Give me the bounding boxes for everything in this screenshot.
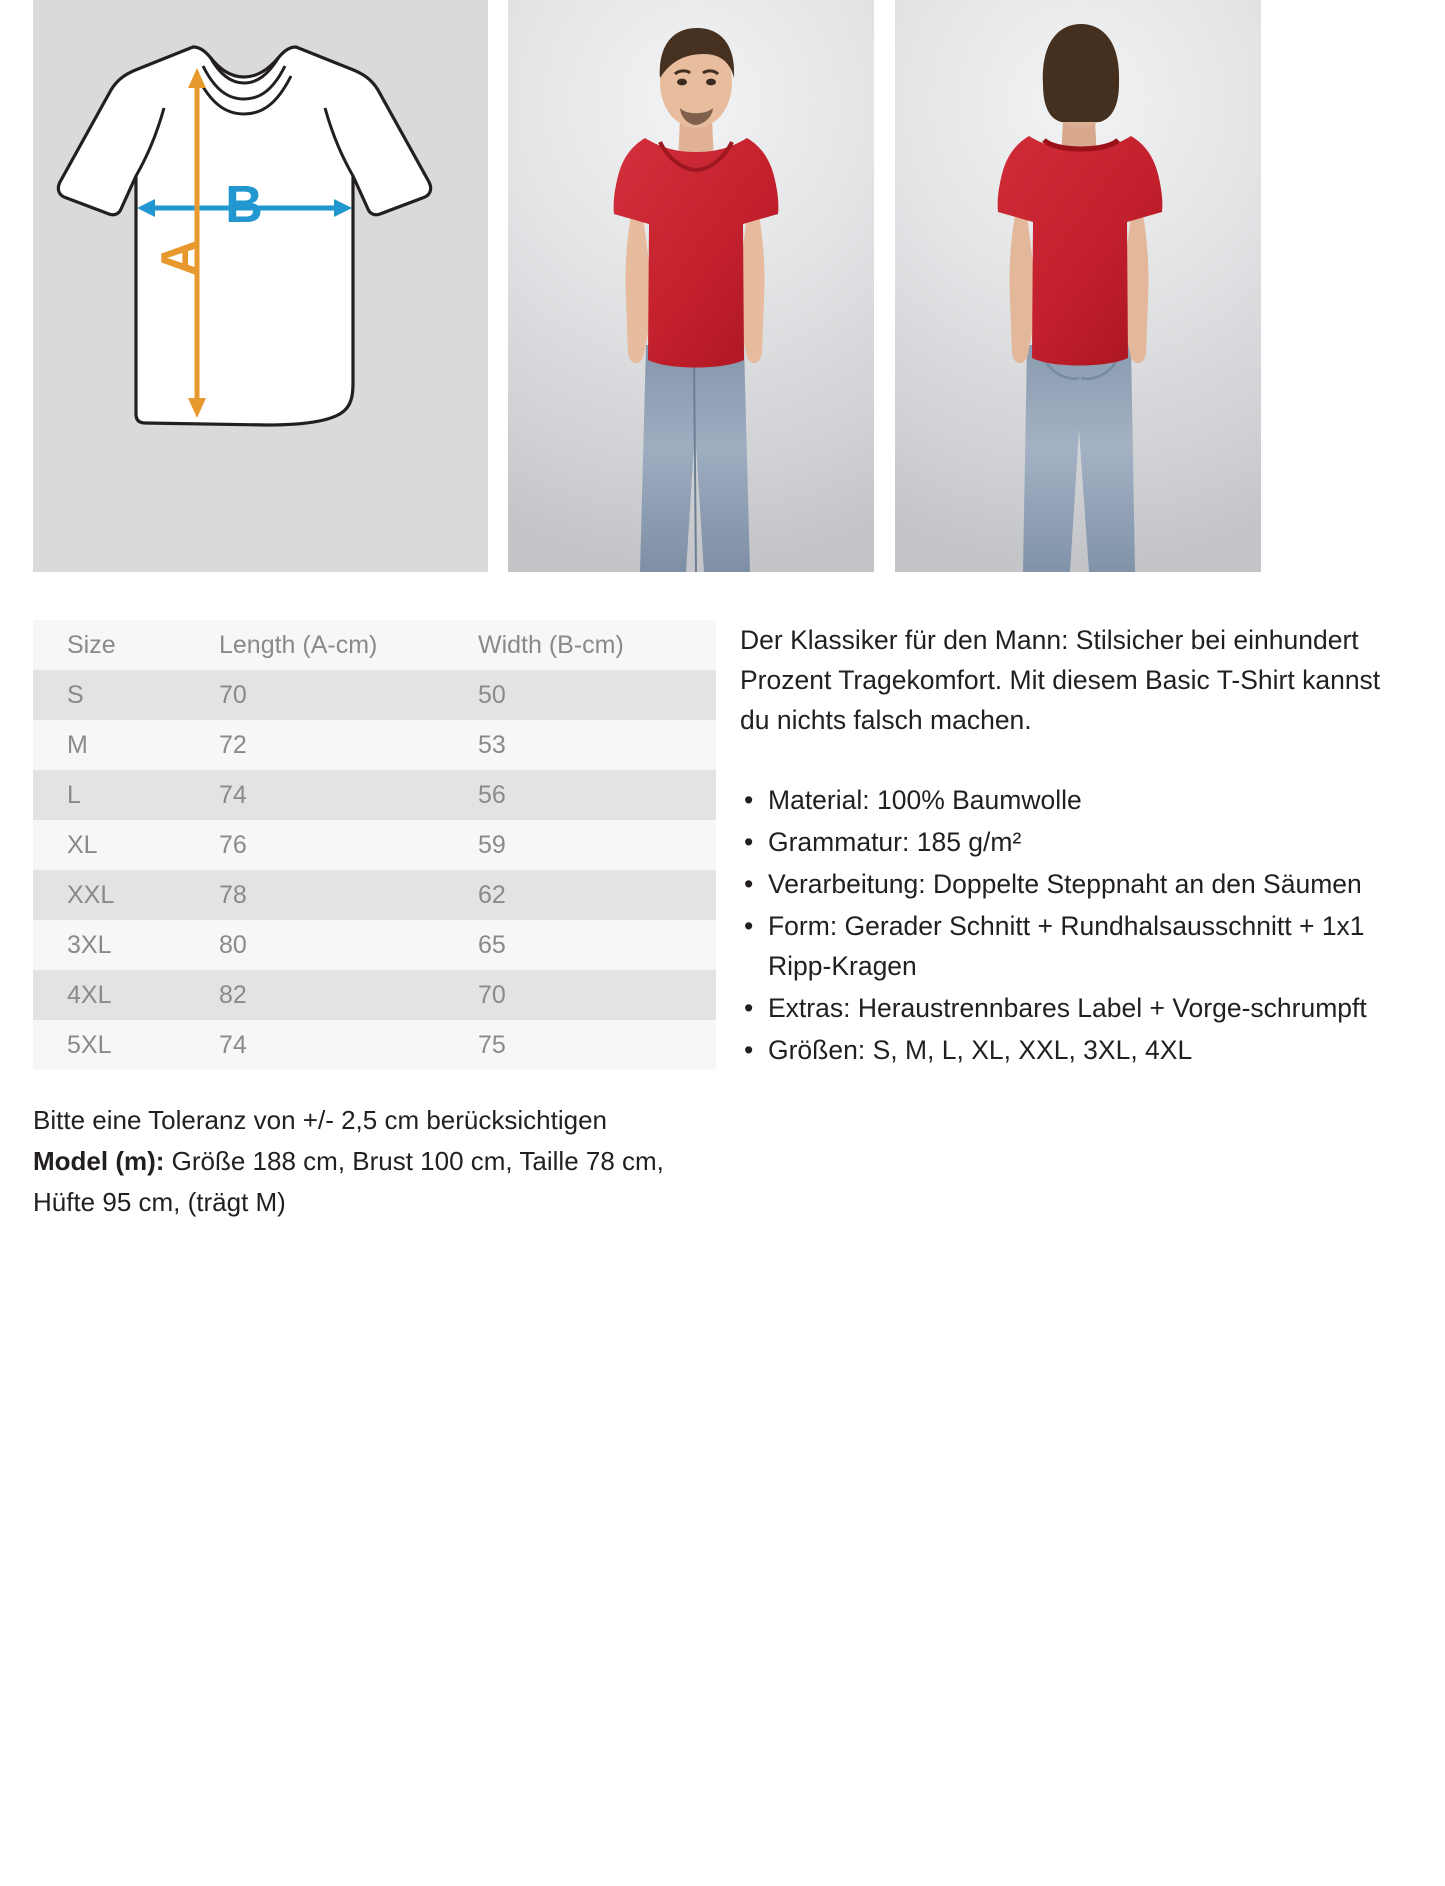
list-item: • Form: Gerader Schnitt + Rundhalsausschn… xyxy=(740,906,1400,986)
cell-width: 53 xyxy=(478,731,506,759)
table-row: XXL 78 62 xyxy=(33,870,716,920)
model-front-photo[interactable] xyxy=(508,0,874,572)
bullet-icon: • xyxy=(744,911,754,941)
model-measurements: Größe 188 cm, Brust 100 cm, Taille 78 cm… xyxy=(33,1146,664,1217)
table-row: M 72 53 xyxy=(33,720,716,770)
cell-size: M xyxy=(67,731,88,759)
list-item: • Größen: S, M, L, XL, XXL, 3XL, 4XL xyxy=(740,1030,1400,1070)
cell-size: S xyxy=(67,681,84,709)
measurement-note: Bitte eine Toleranz von +/- 2,5 cm berüc… xyxy=(33,1100,733,1223)
table-row: 4XL 82 70 xyxy=(33,970,716,1020)
cell-length: 74 xyxy=(219,781,247,809)
tshirt-outline-icon: B A xyxy=(33,0,488,572)
cell-length: 82 xyxy=(219,981,247,1009)
width-label-b: B xyxy=(225,176,263,234)
table-row: S 70 50 xyxy=(33,670,716,720)
model-front-illustration xyxy=(613,28,779,572)
table-row: 3XL 80 65 xyxy=(33,920,716,970)
cell-width: 56 xyxy=(478,781,506,809)
product-description: Der Klassiker für den Mann: Stilsicher b… xyxy=(740,620,1400,1072)
cell-length: 72 xyxy=(219,731,247,759)
header-size: Size xyxy=(67,631,116,659)
list-item-label: Form: Gerader Schnitt + Rundhalsausschni… xyxy=(768,911,1365,981)
cell-width: 70 xyxy=(478,981,506,1009)
cell-length: 74 xyxy=(219,1031,247,1059)
description-intro: Der Klassiker für den Mann: Stilsicher b… xyxy=(740,625,1381,735)
cell-size: 4XL xyxy=(67,981,112,1009)
bullet-icon: • xyxy=(744,1035,754,1065)
list-item: • Verarbeitung: Doppelte Steppnaht an den… xyxy=(740,864,1400,904)
table-header-row: Size Length (A-cm) Width (B-cm) xyxy=(33,620,716,670)
cell-length: 70 xyxy=(219,681,247,709)
size-chart-table: Size Length (A-cm) Width (B-cm) S 70 50 … xyxy=(33,620,716,1070)
cell-width: 50 xyxy=(478,681,506,709)
cell-size: XXL xyxy=(67,881,115,909)
cell-width: 65 xyxy=(478,931,506,959)
list-item-label: Material: 100% Baumwolle xyxy=(768,785,1082,815)
cell-length: 80 xyxy=(219,931,247,959)
cell-size: 5XL xyxy=(67,1031,112,1059)
cell-width: 59 xyxy=(478,831,506,859)
model-label: Model (m): xyxy=(33,1146,165,1176)
model-back-illustration xyxy=(997,24,1163,572)
table-row: 5XL 74 75 xyxy=(33,1020,716,1070)
measurement-diagram-panel[interactable]: B A xyxy=(33,0,488,572)
length-label-a: A xyxy=(151,239,209,277)
list-item-label: Extras: Heraustrennbares Label + Vorge-s… xyxy=(768,993,1367,1023)
cell-width: 75 xyxy=(478,1031,506,1059)
header-length: Length (A-cm) xyxy=(219,631,378,659)
bullet-icon: • xyxy=(744,869,754,899)
model-note: Model (m): Größe 188 cm, Brust 100 cm, T… xyxy=(33,1141,733,1223)
list-item-label: Verarbeitung: Doppelte Steppnaht an den … xyxy=(768,869,1362,899)
bullet-icon: • xyxy=(744,827,754,857)
list-item-label: Grammatur: 185 g/m² xyxy=(768,827,1022,857)
cell-size: 3XL xyxy=(67,931,112,959)
list-item: • Extras: Heraustrennbares Label + Vorge-… xyxy=(740,988,1400,1028)
width-arrow-b xyxy=(137,199,352,217)
cell-size: XL xyxy=(67,831,98,859)
cell-width: 62 xyxy=(478,881,506,909)
header-width: Width (B-cm) xyxy=(478,631,624,659)
size-chart-header: Size Length (A-cm) Width (B-cm) xyxy=(33,620,716,670)
product-image-gallery: B A xyxy=(0,0,1445,575)
length-arrow-a xyxy=(188,68,206,418)
table-row: XL 76 59 xyxy=(33,820,716,870)
tolerance-note: Bitte eine Toleranz von +/- 2,5 cm berüc… xyxy=(33,1105,607,1135)
list-item: • Material: 100% Baumwolle xyxy=(740,780,1400,820)
cell-length: 76 xyxy=(219,831,247,859)
bullet-icon: • xyxy=(744,993,754,1023)
feature-list: • Material: 100% Baumwolle • Grammatur: 18… xyxy=(740,780,1400,1070)
cell-length: 78 xyxy=(219,881,247,909)
bullet-icon: • xyxy=(744,785,754,815)
model-back-photo[interactable] xyxy=(895,0,1261,572)
list-item-label: Größen: S, M, L, XL, XXL, 3XL, 4XL xyxy=(768,1035,1193,1065)
size-chart-body: S 70 50 M 72 53 L 74 56 XL 76 59 XXL 78 xyxy=(33,670,716,1070)
list-item: • Grammatur: 185 g/m² xyxy=(740,822,1400,862)
table-row: L 74 56 xyxy=(33,770,716,820)
cell-size: L xyxy=(67,781,81,809)
